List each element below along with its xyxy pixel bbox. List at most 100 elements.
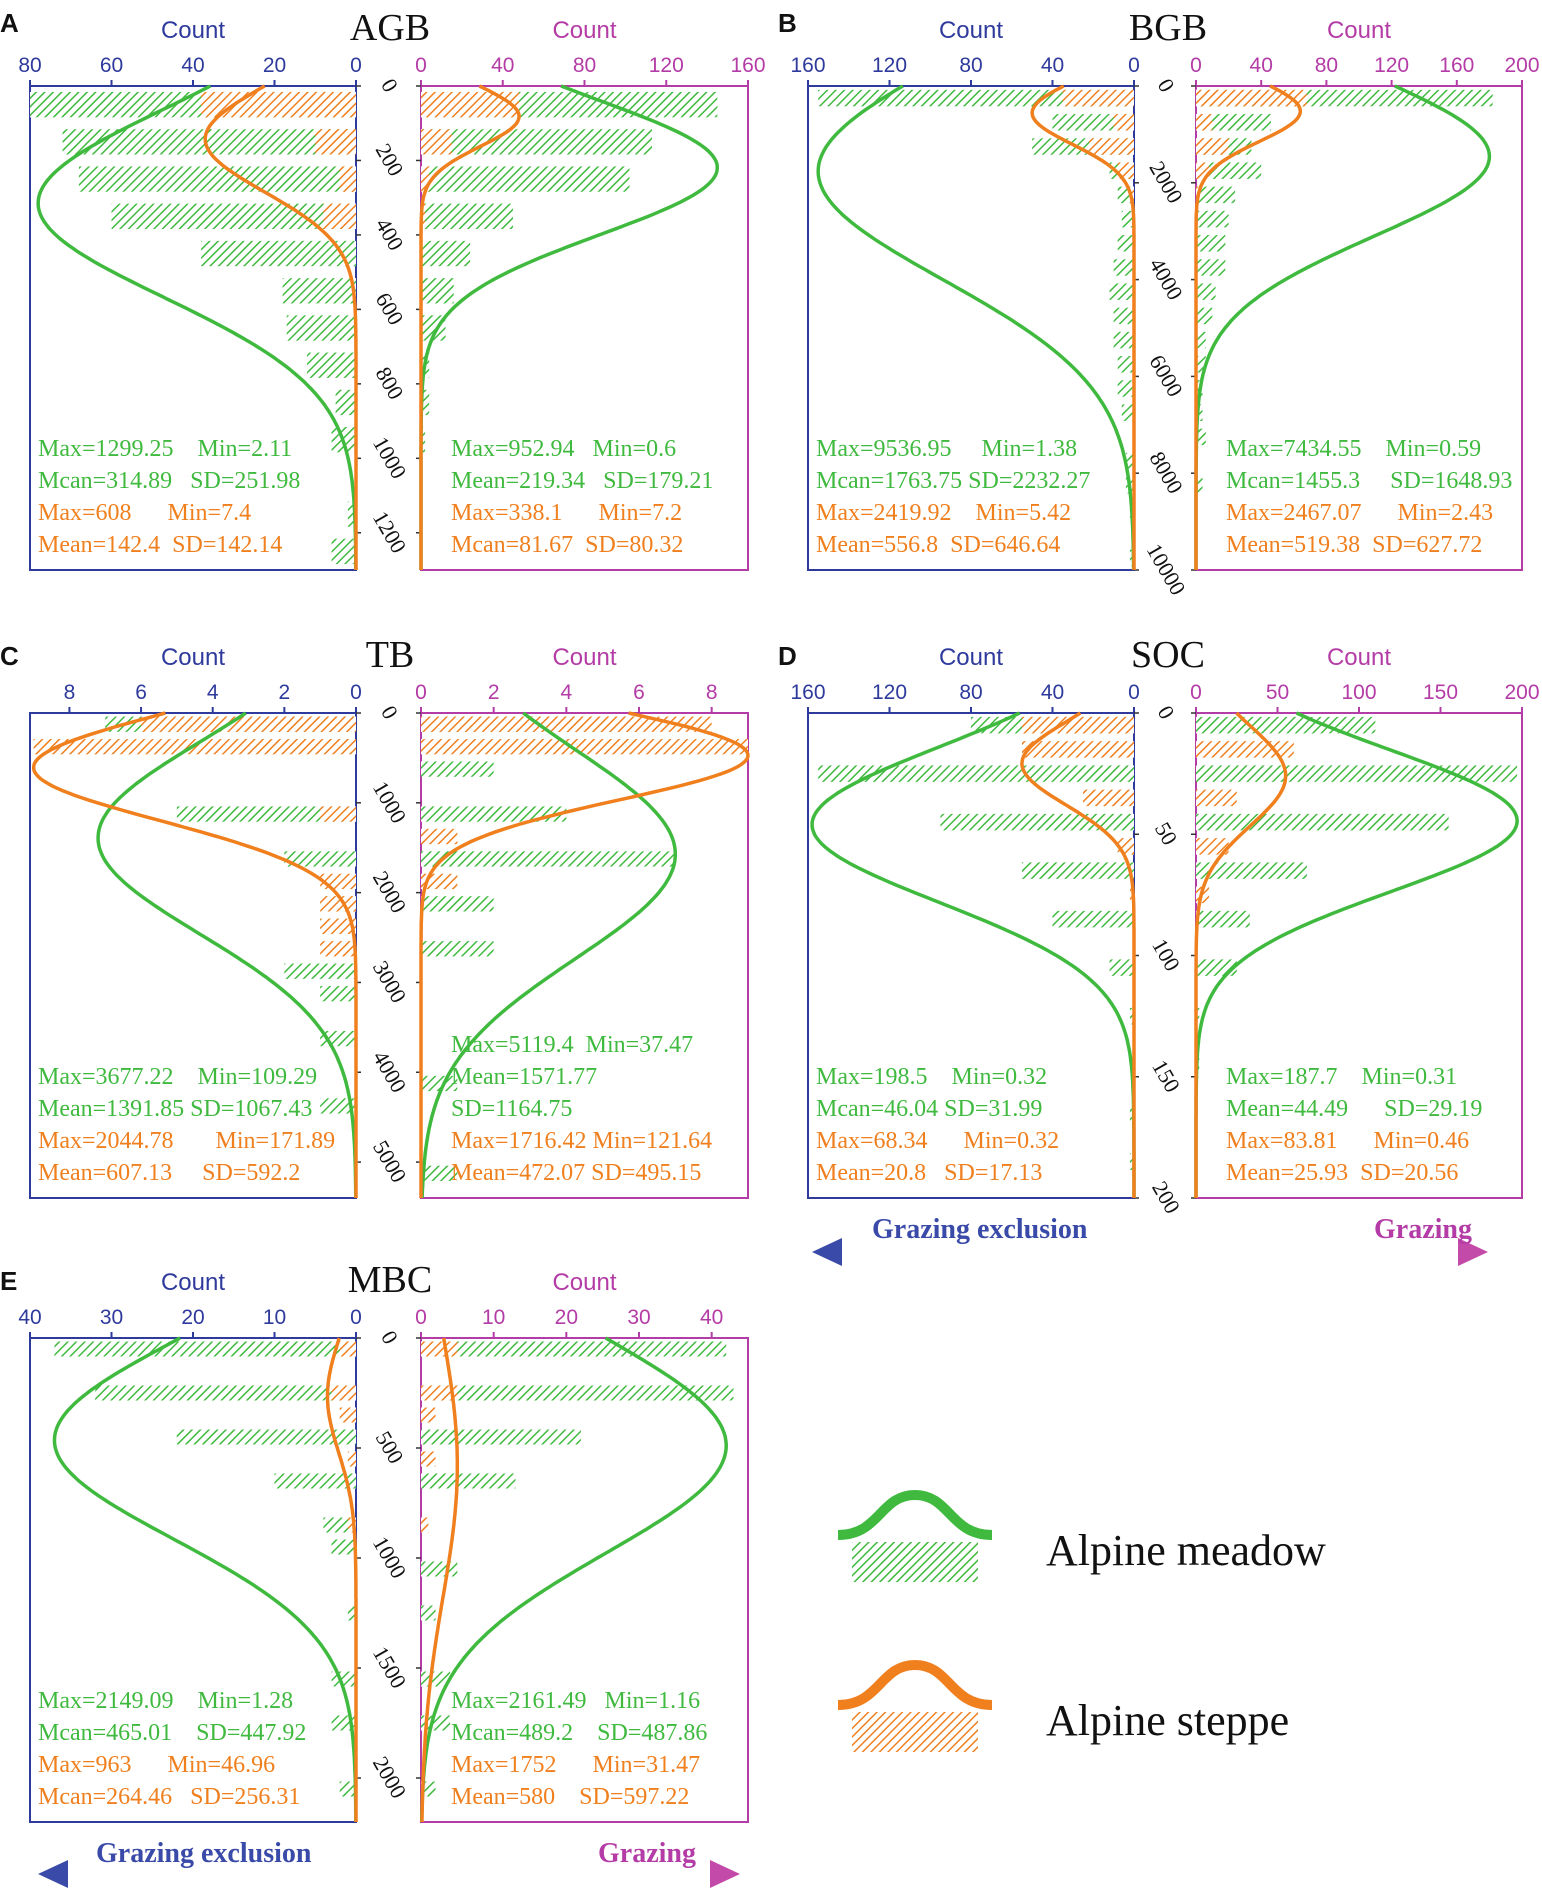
- bar-meadow-grazing: [1196, 235, 1226, 252]
- curve-steppe-grazing: [1194, 711, 1288, 1198]
- tick-label-grazing: 100: [1341, 681, 1376, 704]
- tick-label-exclusion: 80: [18, 54, 41, 77]
- grazing-exclusion-label: Grazing exclusion: [96, 1838, 312, 1869]
- grazing-exclusion-label: Grazing exclusion: [872, 1214, 1088, 1245]
- meadow-swatch-curve: [837, 1489, 993, 1540]
- bar-steppe-exclusion: [320, 896, 356, 912]
- count-label-exclusion: Count: [161, 17, 225, 44]
- bar-meadow-grazing: [1196, 813, 1449, 831]
- tick-label-grazing: 40: [1250, 54, 1273, 77]
- tick-label-grazing: 40: [491, 54, 514, 77]
- tick-label-y: 6000: [1144, 350, 1188, 401]
- stats-grazing-line: Max=338.1 Min=7.2: [451, 500, 682, 526]
- stats-grazing-line: Max=952.94 Min=0.6: [451, 436, 676, 462]
- bar-steppe-exclusion: [320, 806, 356, 822]
- curve-steppe-exclusion: [1030, 84, 1136, 570]
- bar-meadow-exclusion: [1113, 259, 1134, 276]
- bar-meadow-exclusion: [1125, 452, 1134, 470]
- meadow-swatch-bars: [852, 1542, 978, 1582]
- tick-label-exclusion: 160: [790, 54, 825, 77]
- stats-grazing-line: Max=187.7 Min=0.31: [1226, 1064, 1457, 1090]
- tick-label-grazing: 160: [730, 54, 765, 77]
- stats-exclusion-line: Mcan=264.46 SD=256.31: [38, 1784, 300, 1810]
- bar-steppe-grazing: [421, 828, 458, 845]
- bar-steppe-exclusion: [1113, 114, 1134, 131]
- stats-grazing-line: Mean=580 SD=597.22: [451, 1784, 689, 1810]
- curve-meadow-exclusion: [96, 711, 358, 1198]
- bar-steppe-exclusion: [347, 1451, 356, 1467]
- bar-meadow-exclusion: [54, 1341, 356, 1357]
- bar-steppe-exclusion: [320, 941, 356, 957]
- tick-label-exclusion: 40: [181, 54, 204, 77]
- tick-label-y: 4000: [368, 1046, 412, 1097]
- curve-meadow-grazing: [1194, 84, 1492, 570]
- bar-meadow-exclusion: [286, 315, 356, 341]
- count-label-exclusion: Count: [939, 17, 1003, 44]
- frame-grazing: [1195, 85, 1523, 571]
- tick-label-exclusion: 80: [959, 681, 982, 704]
- stats-exclusion-line: Max=9536.95 Min=1.38: [816, 436, 1077, 462]
- count-label-exclusion: Count: [161, 1269, 225, 1296]
- tick-label-y: 400: [371, 214, 409, 255]
- bar-steppe-exclusion: [323, 203, 356, 229]
- stats-exclusion-line: Mean=1391.85 SD=1067.43: [38, 1096, 312, 1122]
- tick-label-y: 0: [376, 701, 403, 723]
- frame-grazing: [1195, 712, 1523, 1199]
- bar-meadow-grazing: [421, 1385, 734, 1401]
- steppe-swatch-curve: [837, 1659, 993, 1710]
- bar-steppe-grazing: [421, 91, 520, 118]
- stats-grazing-line: Mean=472.07 SD=495.15: [451, 1160, 701, 1186]
- tick-label-y: 8000: [1144, 447, 1188, 498]
- bar-meadow-grazing: [1196, 959, 1237, 976]
- bar-meadow-exclusion: [1021, 862, 1134, 879]
- grazing-arrow-left-head: [38, 1860, 68, 1888]
- bar-steppe-grazing: [421, 1451, 436, 1467]
- tick-label-exclusion: 80: [959, 54, 982, 77]
- bar-meadow-grazing: [421, 129, 652, 155]
- bar-steppe-exclusion: [201, 91, 356, 118]
- bar-meadow-exclusion: [201, 240, 356, 267]
- stats-grazing-line: SD=1164.75: [451, 1096, 572, 1122]
- tick-label-exclusion: 2: [279, 681, 291, 704]
- bar-meadow-grazing: [421, 1561, 458, 1577]
- panel-title: SOC: [1131, 634, 1205, 676]
- meadow-label: Alpine meadow: [1046, 1526, 1326, 1575]
- bar-meadow-grazing: [421, 427, 426, 453]
- curve-steppe-grazing: [419, 84, 521, 570]
- panel-letter: C: [0, 641, 19, 671]
- tick-label-grazing: 0: [1190, 54, 1202, 77]
- bar-steppe-grazing: [421, 1341, 458, 1357]
- curve-meadow-exclusion: [816, 84, 1136, 571]
- bar-steppe-exclusion: [1062, 89, 1134, 107]
- stats-grazing-line: Max=7434.55 Min=0.59: [1226, 436, 1481, 462]
- bar-steppe-exclusion: [141, 716, 356, 732]
- bar-meadow-exclusion: [284, 963, 356, 979]
- bar-meadow-exclusion: [1129, 1007, 1134, 1025]
- tick-label-y: 4000: [1144, 254, 1188, 305]
- tick-label-y: 0: [1153, 74, 1180, 96]
- bar-meadow-grazing: [1196, 477, 1203, 494]
- frame-grazing: [420, 85, 749, 571]
- frame-exclusion: [807, 85, 1135, 571]
- tick-label-exclusion: 0: [350, 1306, 362, 1329]
- tick-label-exclusion: 120: [872, 54, 907, 77]
- frame-grazing: [420, 1337, 749, 1823]
- bar-meadow-grazing: [421, 851, 676, 867]
- stats-grazing-line: Mean=44.49 SD=29.19: [1226, 1096, 1482, 1122]
- stats-grazing-line: Mean=25.93 SD=20.56: [1226, 1160, 1458, 1186]
- legend: Alpine meadow Alpine steppe: [837, 1489, 1326, 1752]
- tick-label-y: 1200: [368, 507, 412, 558]
- bar-meadow-grazing: [1196, 331, 1206, 349]
- curve-meadow-grazing: [1194, 711, 1519, 1198]
- steppe-label: Alpine steppe: [1046, 1696, 1289, 1745]
- stats-exclusion-line: Max=68.34 Min=0.32: [816, 1128, 1059, 1154]
- tick-label-y: 50: [1150, 818, 1183, 850]
- tick-label-grazing: 40: [700, 1306, 723, 1329]
- bar-meadow-grazing: [1196, 862, 1307, 879]
- bar-meadow-grazing: [421, 203, 513, 229]
- panel-letter: A: [0, 8, 19, 38]
- bar-steppe-exclusion: [1021, 741, 1134, 758]
